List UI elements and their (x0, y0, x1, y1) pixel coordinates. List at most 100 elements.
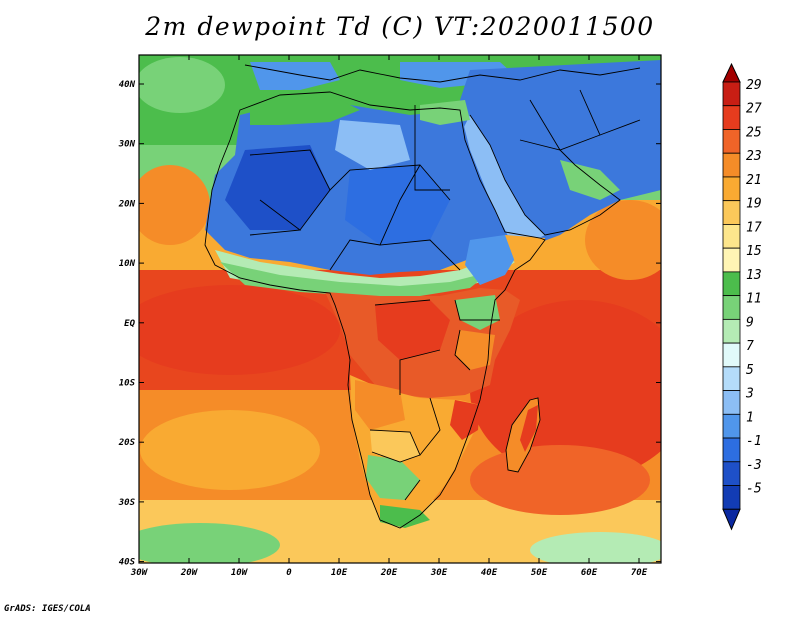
colorbar-arrow-top (722, 62, 741, 83)
colorbar-label: 11 (746, 292, 762, 307)
highveld-green (366, 455, 420, 500)
sahara-darkblue-w (225, 145, 330, 230)
lat-label: 30S (118, 498, 136, 508)
horn-orange (505, 235, 545, 262)
colorbar-label: -1 (746, 434, 762, 449)
colorbar-label: 1 (746, 410, 754, 425)
colorbar-label: 17 (746, 220, 762, 235)
colorbar-label: 7 (746, 339, 754, 354)
colorbar-segment (722, 366, 741, 391)
colorbar-segment (722, 81, 741, 107)
colorbar-label: 27 (746, 102, 762, 117)
lat-label: 40N (119, 80, 136, 90)
arabia-coastline (469, 114, 621, 236)
lat-label: 10S (119, 379, 136, 389)
maghreb-green (250, 95, 360, 125)
colorbar-segment (722, 390, 741, 415)
border-2 (299, 105, 450, 246)
grads-credit: GrADS: IGES/COLA (4, 604, 91, 614)
lon-label: 30W (130, 568, 149, 578)
colorbar-segment (722, 295, 741, 320)
lat-label: 10N (119, 259, 136, 269)
colorbar-label: 5 (746, 363, 754, 378)
ethiopia-blue (465, 235, 520, 285)
lon-label: 50E (531, 568, 548, 578)
lat-label: 40S (119, 558, 136, 568)
colorbar-label: 13 (746, 268, 762, 283)
border-7 (519, 89, 641, 151)
lon-label: 0 (286, 568, 292, 578)
mozambique-red (450, 400, 480, 440)
gulf-guinea-warm (139, 285, 340, 375)
colorbar-segment (722, 105, 741, 130)
border-6 (454, 299, 500, 371)
lon-label: 30E (430, 568, 448, 578)
colorbar-segment (722, 247, 741, 273)
colorbar-segment (722, 342, 741, 368)
colorbar-segment (722, 129, 741, 154)
angola-orange (355, 380, 405, 430)
colorbar-segment (722, 413, 741, 439)
colorbar-label: -3 (746, 458, 762, 473)
sahara-light-c (335, 120, 410, 170)
colorbar: 29 27 25 23 21 19 17 15 13 11 9 7 5 3 1 -1 -3 -5 (722, 62, 762, 531)
colorbar-segment (722, 200, 741, 225)
map-frame (138, 54, 662, 564)
lat-label: EQ (124, 319, 135, 329)
madagascar-coastline (505, 397, 541, 473)
colorbar-segment (722, 461, 741, 486)
indian-south-warm (470, 445, 650, 515)
persian-gulf-green (560, 160, 620, 200)
colorbar-segment (722, 152, 741, 178)
border-4 (374, 299, 441, 456)
colorbar-arrow-bottom (722, 508, 741, 531)
atlantic-north-warm (139, 165, 210, 245)
lon-label: 10E (331, 568, 348, 578)
longitude-axis: 30W 20W 10W 0 10E 20E 30E 40E 50E 60E 70E (130, 55, 648, 578)
lon-label: 20W (180, 568, 199, 578)
lat-label: 30N (118, 140, 136, 150)
colorbar-segment (722, 224, 741, 249)
kalahari-yellow (370, 430, 420, 462)
colorbar-label: -5 (746, 482, 762, 497)
colorbar-segment (722, 485, 741, 510)
latitude-axis: 40N 30N 20N 10N EQ 10S 20S 30S 40S (118, 80, 661, 568)
colorbar-label: 29 (746, 78, 762, 93)
north-atlantic-green (139, 57, 225, 113)
map-field (139, 55, 661, 563)
lat-label: 20N (118, 199, 136, 209)
far-south-green (139, 523, 280, 563)
lon-label: 40E (481, 568, 498, 578)
congo-red (375, 300, 450, 360)
colorbar-label: 3 (745, 387, 754, 402)
colorbar-segment (722, 271, 741, 297)
lon-label: 10W (231, 568, 249, 578)
lon-label: 20E (380, 568, 398, 578)
colorbar-label: 9 (746, 315, 754, 330)
cape-green (380, 505, 430, 528)
far-south-green-east (530, 532, 661, 563)
border-3 (249, 199, 461, 271)
map-title: 2m dewpoint Td (C) VT:2020011500 (145, 12, 655, 41)
arabia-coast-light (460, 115, 545, 245)
lon-label: 60E (581, 568, 598, 578)
boundaries (204, 64, 641, 529)
colorbar-label: 25 (746, 125, 762, 140)
east-africa-green (455, 295, 500, 330)
atlantic-south-cool (140, 410, 320, 490)
europe-blue (250, 62, 340, 90)
border-5 (369, 429, 421, 501)
colorbar-segment (722, 318, 741, 344)
colorbar-label: 15 (746, 244, 762, 259)
egypt-green (420, 100, 470, 125)
colorbar-label: 23 (746, 149, 762, 164)
africa-coastline (204, 91, 546, 529)
madagascar-east (520, 405, 538, 452)
lat-label: 20S (118, 438, 136, 448)
europe-coastline (244, 64, 641, 83)
lon-label: 70E (631, 568, 648, 578)
east-africa-orange (455, 330, 495, 370)
arabian-sea-warm (585, 200, 661, 280)
colorbar-segment (722, 437, 741, 463)
